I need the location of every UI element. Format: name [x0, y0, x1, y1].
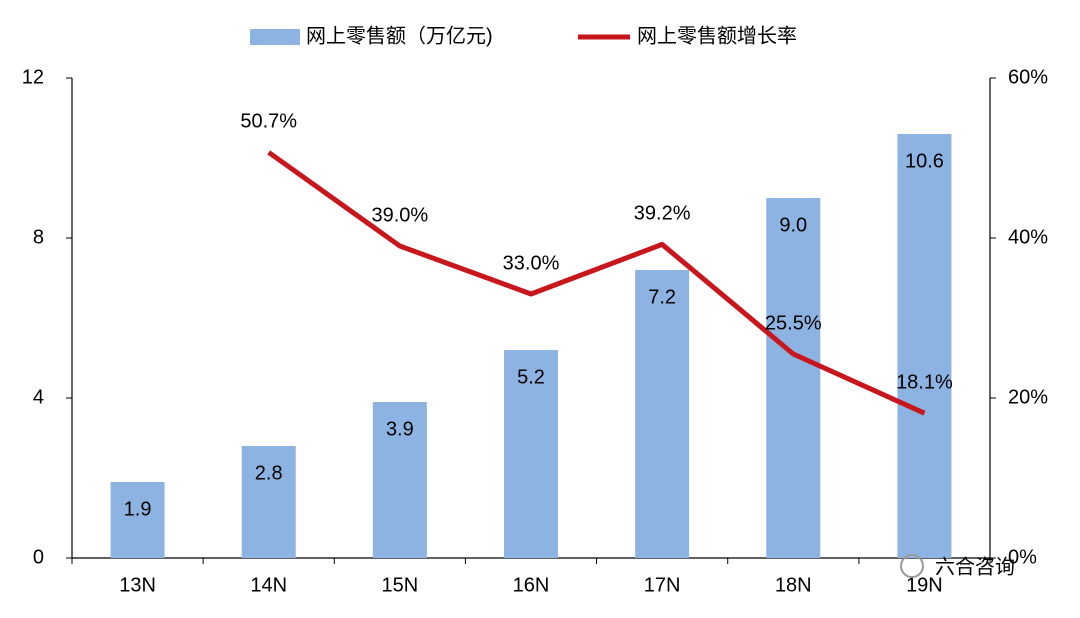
x-tick-label: 13N — [119, 574, 156, 596]
watermark-icon — [900, 554, 924, 578]
line-value-label: 33.0% — [503, 252, 560, 274]
bar-value-label: 10.6 — [905, 150, 944, 172]
x-tick-label: 15N — [382, 574, 419, 596]
line-value-label: 39.0% — [371, 204, 428, 226]
bar — [766, 198, 821, 558]
x-tick-label: 14N — [250, 574, 287, 596]
bar — [372, 402, 427, 558]
y-tick-label: 8 — [33, 226, 44, 248]
bar-value-label: 5.2 — [517, 366, 545, 388]
line-value-label: 18.1% — [896, 371, 953, 393]
bar-value-label: 7.2 — [648, 286, 676, 308]
bar — [241, 446, 296, 558]
y-tick-label: 12 — [22, 66, 44, 88]
bar-value-label: 2.8 — [255, 462, 283, 484]
line-value-label: 39.2% — [634, 203, 691, 225]
bar-value-label: 9.0 — [779, 214, 807, 236]
legend-label: 网上零售额（万亿元) — [306, 24, 493, 47]
y-tick-label: 0 — [33, 546, 44, 568]
bar-value-label: 1.9 — [124, 498, 152, 520]
y-tick-label: 4 — [33, 386, 44, 408]
line-value-label: 25.5% — [765, 312, 822, 334]
y2-tick-label: 40% — [1008, 226, 1048, 248]
bar — [110, 482, 165, 558]
x-tick-label: 19N — [906, 574, 943, 596]
bar — [504, 350, 558, 558]
line-value-label: 50.7% — [240, 111, 297, 133]
watermark: 六合咨询 — [935, 555, 1015, 578]
y2-tick-label: 60% — [1008, 66, 1048, 88]
x-tick-label: 18N — [775, 574, 812, 596]
y2-tick-label: 20% — [1008, 386, 1048, 408]
legend-swatch — [250, 29, 300, 45]
line — [267, 150, 926, 416]
y2-tick-label: 0% — [1008, 546, 1037, 568]
bar-value-label: 3.9 — [386, 418, 414, 440]
bar — [897, 134, 952, 558]
x-tick-label: 16N — [513, 574, 550, 596]
bar — [635, 270, 690, 558]
x-tick-label: 17N — [644, 574, 681, 596]
legend-label: 网上零售额增长率 — [637, 24, 797, 47]
